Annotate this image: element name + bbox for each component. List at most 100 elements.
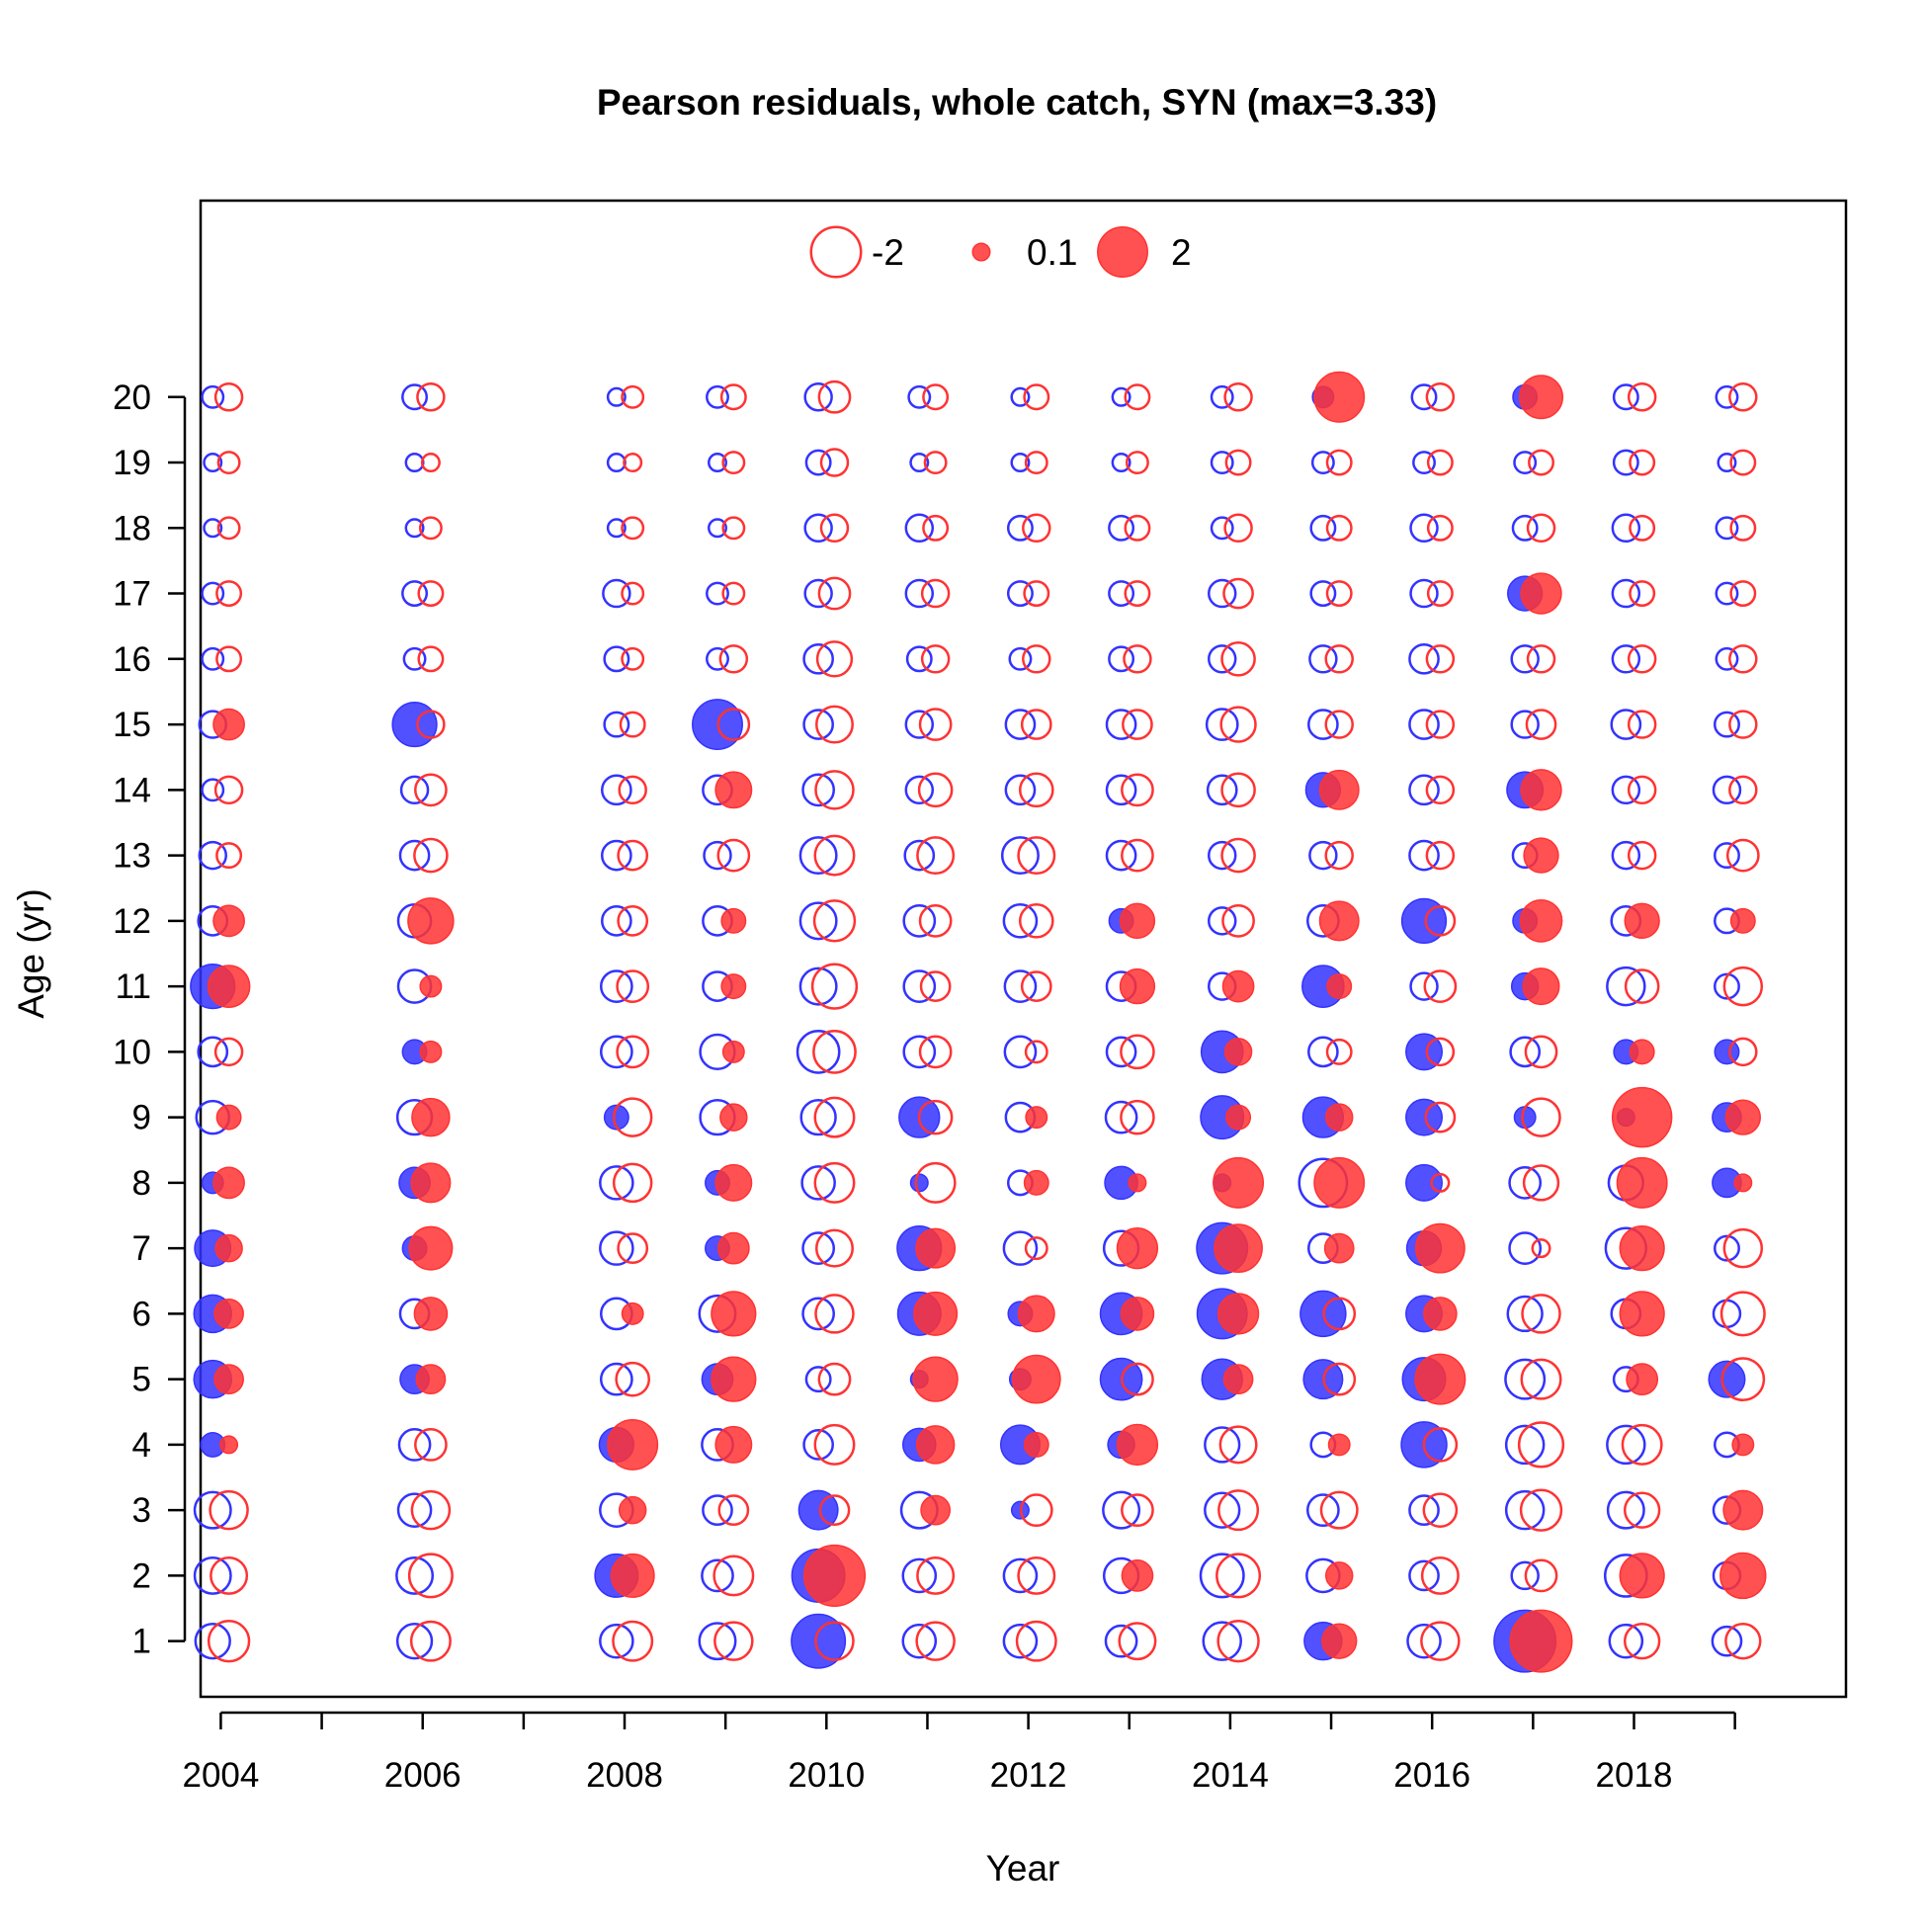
model-bubble [618,1495,647,1525]
model-bubble [1324,1103,1354,1132]
model-bubble [1729,514,1757,542]
model-bubble [1425,382,1456,412]
model-bubble [719,383,747,411]
y-tick-label: 2 [132,1556,151,1595]
observed-bubble [1400,897,1448,944]
observed-bubble [1513,451,1538,474]
observed-bubble [708,453,727,473]
observed-bubble [203,518,223,539]
model-bubble [1122,709,1153,740]
model-bubble [213,1299,244,1329]
model-bubble [213,1364,244,1395]
model-bubble [1728,644,1758,674]
observed-bubble [599,1230,634,1266]
model-bubble [922,514,950,542]
observed-bubble [600,904,632,937]
model-bubble [813,1096,856,1138]
model-bubble [1425,775,1456,805]
model-bubble [607,1418,659,1470]
model-bubble [1121,773,1154,807]
observed-bubble [1108,514,1135,542]
model-bubble [1519,375,1564,420]
model-bubble [1526,513,1556,544]
y-tick-label: 17 [113,575,151,614]
model-bubble [716,1231,750,1265]
model-bubble [1425,710,1456,739]
model-bubble [216,451,241,474]
observed-bubble [1410,383,1438,411]
observed-bubble [801,1297,836,1331]
model-bubble [416,710,446,739]
model-bubble [813,1161,856,1204]
observed-bubble [1000,836,1040,876]
model-bubble [922,383,950,411]
model-bubble [409,1620,452,1662]
model-bubble [1324,840,1354,871]
model-bubble [621,581,645,606]
observed-bubble [198,840,227,871]
model-bubble [1619,1553,1665,1599]
model-bubble [1733,1173,1753,1193]
observed-bubble [802,1429,834,1461]
y-tick-label: 5 [132,1361,151,1399]
observed-bubble [1309,514,1337,542]
model-bubble [214,1233,243,1263]
observed-bubble [706,581,729,606]
model-bubble [212,1166,245,1200]
observed-bubble [1310,451,1335,474]
model-bubble [1531,1238,1551,1259]
observed-bubble [803,578,833,609]
y-tick-label: 20 [113,378,151,417]
observed-bubble [1611,513,1641,544]
observed-bubble [1409,513,1439,544]
model-bubble [1629,514,1656,542]
model-bubble [209,1489,249,1531]
model-bubble [920,1494,951,1526]
model-bubble [812,899,857,943]
observed-bubble [1207,578,1237,609]
model-bubble [1222,577,1254,610]
model-bubble [1325,514,1353,542]
model-bubble [1022,644,1051,674]
model-bubble [1414,1222,1466,1274]
model-bubble [414,773,448,807]
observed-bubble [401,580,429,608]
model-bubble [1526,644,1556,674]
model-bubble [1426,514,1454,542]
model-bubble [1720,1357,1766,1402]
model-bubble [1223,382,1253,412]
observed-bubble [798,901,838,941]
observed-bubble [1405,1163,1444,1202]
observed-bubble [1606,1424,1646,1466]
observed-bubble [391,701,438,748]
model-bubble [713,1621,754,1661]
model-bubble [1125,451,1149,474]
model-bubble [1719,1291,1766,1337]
y-tick-label: 9 [132,1099,151,1137]
observed-bubble [1711,1625,1743,1657]
model-bubble [1223,1038,1253,1066]
model-bubble [1222,1364,1254,1395]
model-bubble [1323,1232,1355,1264]
observed-bubble [1202,1621,1242,1661]
model-bubble [1623,1491,1661,1529]
model-bubble [413,1297,449,1331]
observed-bubble [904,775,935,805]
model-bubble [1523,837,1559,874]
model-bubble [1423,969,1458,1003]
observed-bubble [1412,451,1436,474]
model-bubble [1525,709,1557,740]
observed-bubble [904,513,935,544]
observed-bubble [203,453,223,473]
model-bubble [1019,1493,1053,1528]
model-bubble [413,837,449,874]
observed-bubble [1006,514,1034,542]
model-bubble [1023,1431,1049,1458]
x-tick-label: 2016 [1393,1756,1470,1795]
model-bubble [1119,967,1156,1005]
observed-bubble [1408,839,1440,872]
observed-bubble [599,1165,634,1201]
observed-bubble [1608,1623,1644,1659]
observed-bubble [1612,449,1639,476]
